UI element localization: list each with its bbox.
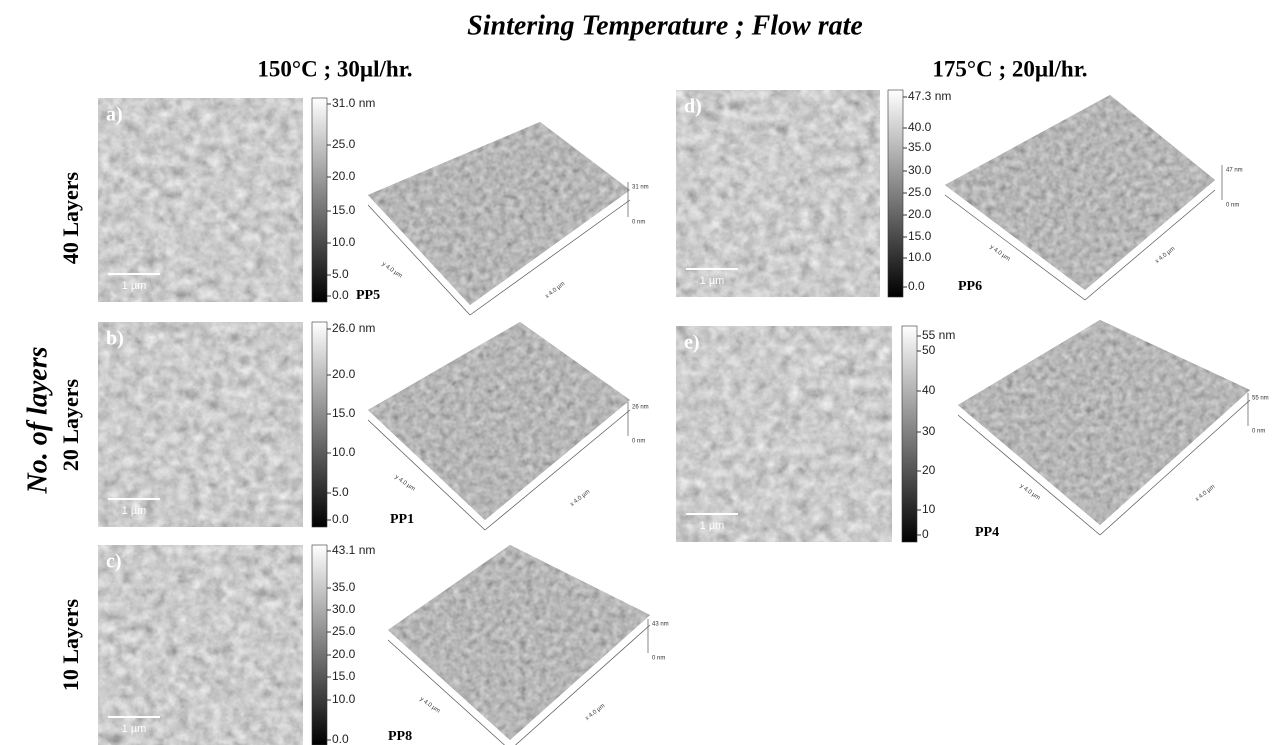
- colorbar-label: 25.0: [332, 624, 356, 638]
- sample-label: PP8: [388, 729, 412, 744]
- colorbar-label: 0.0: [332, 512, 349, 526]
- afm-image: [98, 545, 303, 745]
- x-axis-label: x 4.0 µm: [544, 281, 566, 300]
- colorbar-label: 26.0 nm: [332, 321, 375, 335]
- colorbar-label: 40: [922, 383, 936, 397]
- panel-letter: e): [684, 332, 700, 354]
- colorbar-label: 55 nm: [922, 328, 955, 342]
- y-axis-label: y 4.0 µm: [988, 244, 1010, 262]
- surface-texture: [388, 545, 650, 740]
- scale-bar-label: 1 µm: [122, 505, 147, 517]
- colorbar-label: 43.1 nm: [332, 543, 375, 557]
- colorbar: [312, 98, 327, 302]
- afm-image: [676, 326, 892, 542]
- colorbar-label: 10.0: [332, 445, 356, 459]
- panel-letter: b): [106, 328, 124, 350]
- colorbar-label: 10.0: [332, 692, 356, 706]
- z-min-label: 0 nm: [1252, 429, 1265, 435]
- colorbar: [902, 326, 917, 542]
- colorbar-label: 40.0: [908, 120, 932, 134]
- colorbar-label: 20.0: [908, 207, 932, 221]
- y-label: No. of layers: [22, 346, 53, 494]
- colorbar-label: 0.0: [908, 279, 925, 293]
- colorbar-label: 15.0: [332, 669, 356, 683]
- colorbar-label: 47.3 nm: [908, 89, 951, 103]
- colorbar-label: 5.0: [332, 267, 349, 281]
- panel-letter: c): [106, 551, 122, 573]
- colorbar: [312, 545, 327, 745]
- y-axis-label: y 4.0 µm: [393, 474, 415, 492]
- colorbar: [312, 322, 327, 527]
- z-max-label: 55 nm: [1252, 396, 1269, 402]
- surface-texture: [368, 122, 630, 305]
- colorbar-label: 20.0: [332, 169, 356, 183]
- x-axis-label: x 4.0 µm: [1154, 246, 1176, 265]
- y-axis-label: y 4.0 µm: [380, 261, 402, 279]
- scale-bar-label: 1 µm: [700, 520, 725, 532]
- sample-label: PP1: [390, 512, 414, 527]
- colorbar-label: 35.0: [332, 580, 356, 594]
- surface-texture: [368, 322, 630, 520]
- figure-title: Sintering Temperature ; Flow rate: [467, 10, 863, 41]
- colorbar: [888, 90, 903, 297]
- colorbar-label: 20.0: [332, 647, 356, 661]
- colorbar-label: 10.0: [332, 235, 356, 249]
- colorbar-label: 10.0: [908, 250, 932, 264]
- x-axis-label: x 4.0 µm: [584, 703, 606, 722]
- scale-bar-label: 1 µm: [700, 275, 725, 287]
- column-header: 175°C ; 20µl/hr.: [932, 56, 1087, 81]
- colorbar-label: 50: [922, 343, 936, 357]
- row-label: 20 Layers: [58, 378, 83, 471]
- z-max-label: 31 nm: [632, 185, 649, 191]
- surface-texture: [945, 95, 1215, 290]
- colorbar-label: 35.0: [908, 140, 932, 154]
- sample-label: PP4: [975, 525, 999, 540]
- z-max-label: 26 nm: [632, 405, 649, 411]
- afm-image: [676, 90, 880, 297]
- column-header: 150°C ; 30µl/hr.: [257, 56, 412, 81]
- z-max-label: 47 nm: [1226, 168, 1243, 174]
- afm-image: [98, 98, 303, 302]
- figure: Sintering Temperature ; Flow rate 150°C …: [0, 0, 1279, 745]
- x-axis-label: x 4.0 µm: [1194, 484, 1216, 503]
- colorbar-label: 30.0: [908, 163, 932, 177]
- z-min-label: 0 nm: [632, 220, 645, 226]
- z-min-label: 0 nm: [1226, 203, 1239, 209]
- scale-bar-label: 1 µm: [122, 723, 147, 735]
- colorbar-label: 0.0: [332, 288, 349, 302]
- colorbar-label: 15.0: [908, 229, 932, 243]
- colorbar-label: 0: [922, 527, 929, 541]
- colorbar-label: 30.0: [332, 602, 356, 616]
- colorbar-label: 10: [922, 502, 936, 516]
- z-max-label: 43 nm: [652, 622, 669, 628]
- row-label: 40 Layers: [58, 171, 83, 264]
- sample-label: PP6: [958, 279, 982, 294]
- sample-label: PP5: [356, 288, 380, 303]
- z-min-label: 0 nm: [632, 439, 645, 445]
- colorbar-label: 31.0 nm: [332, 96, 375, 110]
- colorbar-label: 20.0: [332, 367, 356, 381]
- colorbar-label: 15.0: [332, 203, 356, 217]
- y-axis-label: y 4.0 µm: [418, 696, 440, 714]
- afm-image: [98, 322, 303, 527]
- colorbar-label: 25.0: [332, 137, 356, 151]
- colorbar-label: 5.0: [332, 485, 349, 499]
- x-axis-label: x 4.0 µm: [569, 489, 591, 508]
- colorbar-label: 20: [922, 463, 936, 477]
- z-min-label: 0 nm: [652, 656, 665, 662]
- colorbar-label: 25.0: [908, 185, 932, 199]
- scale-bar-label: 1 µm: [122, 280, 147, 292]
- y-axis-label: y 4.0 µm: [1018, 483, 1040, 501]
- colorbar-label: 0.0: [332, 732, 349, 745]
- row-label: 10 Layers: [58, 598, 83, 691]
- panel-letter: d): [684, 96, 702, 118]
- colorbar-label: 30: [922, 424, 936, 438]
- colorbar-label: 15.0: [332, 406, 356, 420]
- panel-letter: a): [106, 104, 123, 126]
